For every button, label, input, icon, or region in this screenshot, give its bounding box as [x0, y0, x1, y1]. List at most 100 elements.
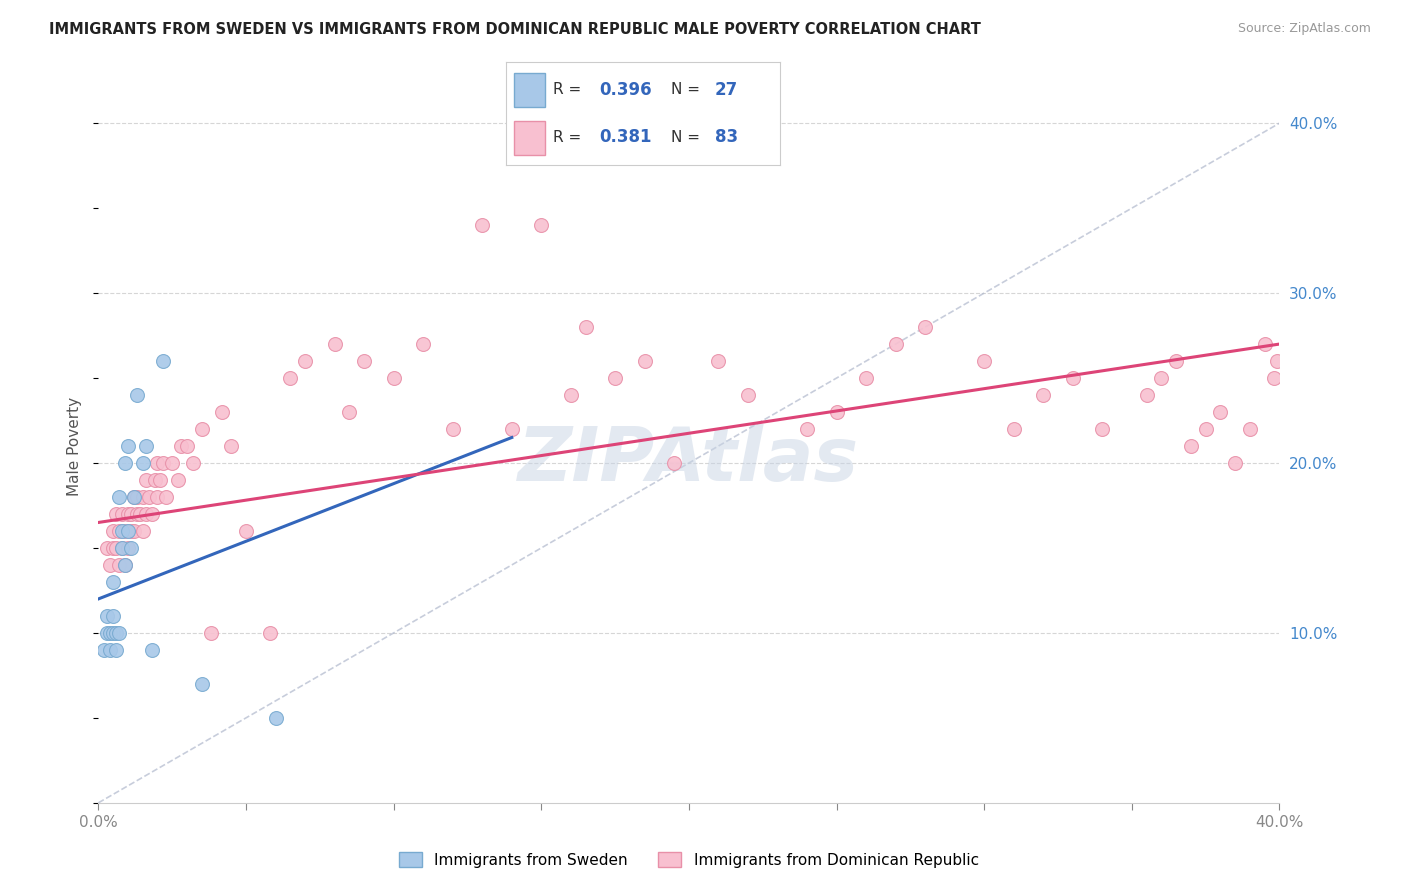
Point [353, 354, 375, 368]
Point [120, 541, 142, 555]
Point [108, 490, 131, 504]
Point [111, 541, 134, 555]
Point [1062, 371, 1084, 385]
Point [117, 439, 139, 453]
Point [574, 320, 596, 334]
Point [825, 405, 848, 419]
Point [633, 354, 655, 368]
Point [146, 456, 169, 470]
Point [152, 456, 174, 470]
Point [1164, 354, 1187, 368]
Point [138, 490, 160, 504]
Point [323, 337, 346, 351]
Point [471, 218, 494, 232]
Point [132, 524, 155, 538]
Point [1263, 371, 1285, 385]
Point [120, 524, 142, 538]
Point [98, 626, 121, 640]
Point [103, 626, 125, 640]
Point [167, 473, 190, 487]
Point [155, 490, 177, 504]
Text: 0.381: 0.381 [599, 128, 652, 146]
Point [143, 473, 166, 487]
Point [98, 643, 121, 657]
Text: 83: 83 [714, 128, 738, 146]
Point [1091, 422, 1114, 436]
Point [105, 541, 128, 555]
Point [412, 337, 434, 351]
Point [294, 354, 316, 368]
Point [1265, 354, 1288, 368]
Point [170, 439, 193, 453]
Point [96, 608, 118, 623]
Point [93, 643, 115, 657]
Text: R =: R = [553, 82, 586, 97]
Point [122, 490, 145, 504]
Point [200, 626, 222, 640]
Y-axis label: Male Poverty: Male Poverty [67, 396, 83, 496]
Point [122, 524, 145, 538]
Point [191, 677, 214, 691]
Point [382, 371, 405, 385]
Point [181, 456, 204, 470]
Point [1209, 405, 1232, 419]
Point [141, 643, 163, 657]
Point [973, 354, 995, 368]
Point [103, 608, 125, 623]
Point [191, 422, 214, 436]
Point [132, 490, 155, 504]
Point [737, 388, 759, 402]
Point [117, 507, 139, 521]
Point [117, 524, 139, 538]
Point [103, 541, 125, 555]
Point [114, 558, 136, 572]
Point [339, 405, 360, 419]
Point [278, 371, 302, 385]
Text: 27: 27 [714, 80, 738, 99]
Point [114, 558, 136, 572]
Legend: Immigrants from Sweden, Immigrants from Dominican Republic: Immigrants from Sweden, Immigrants from … [394, 846, 984, 873]
Point [707, 354, 730, 368]
Point [1195, 422, 1218, 436]
Point [108, 524, 131, 538]
Point [105, 643, 128, 657]
Point [149, 473, 172, 487]
Point [122, 490, 145, 504]
Point [105, 507, 128, 521]
Point [108, 558, 131, 572]
Point [1002, 422, 1025, 436]
Point [105, 626, 128, 640]
Text: Source: ZipAtlas.com: Source: ZipAtlas.com [1237, 22, 1371, 36]
Point [111, 524, 134, 538]
Point [664, 456, 686, 470]
Point [530, 218, 553, 232]
Text: 0.396: 0.396 [599, 80, 652, 99]
Point [114, 456, 136, 470]
Point [605, 371, 627, 385]
Point [132, 456, 155, 470]
FancyBboxPatch shape [515, 121, 544, 155]
Point [96, 541, 118, 555]
Point [125, 507, 148, 521]
Point [135, 473, 157, 487]
Point [211, 405, 233, 419]
Point [108, 626, 131, 640]
Point [264, 711, 287, 725]
Point [235, 524, 257, 538]
Point [114, 524, 136, 538]
Point [259, 626, 281, 640]
Point [1254, 337, 1277, 351]
Point [176, 439, 198, 453]
Point [162, 456, 183, 470]
Point [855, 371, 877, 385]
Point [103, 574, 125, 589]
Point [1223, 456, 1246, 470]
Point [117, 541, 139, 555]
Text: R =: R = [553, 130, 586, 145]
Point [914, 320, 936, 334]
Point [111, 507, 134, 521]
Point [141, 507, 163, 521]
Point [135, 439, 157, 453]
Point [884, 337, 907, 351]
Point [1239, 422, 1261, 436]
